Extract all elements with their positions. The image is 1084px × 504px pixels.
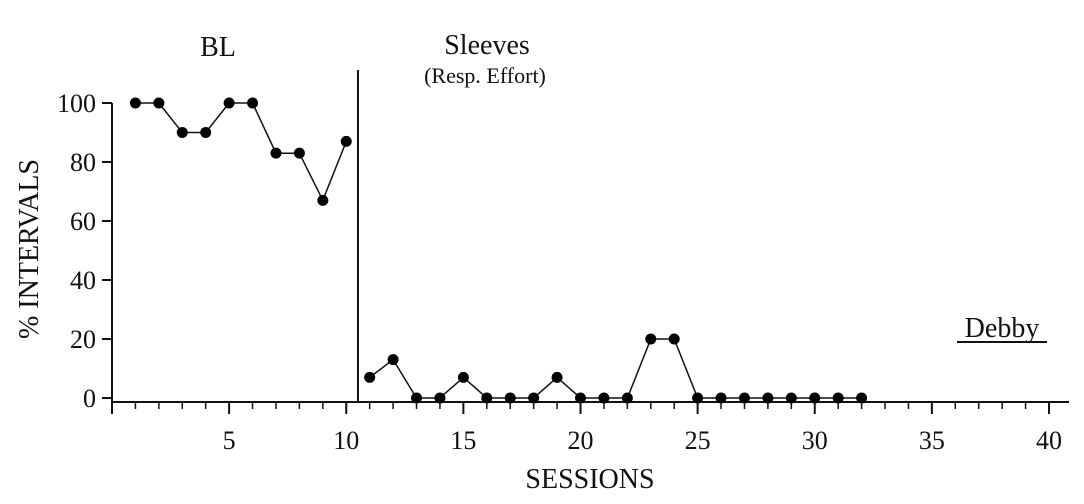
data-point-session-18	[528, 392, 540, 404]
x-tick-label-10: 10	[333, 426, 359, 455]
data-point-session-3	[176, 127, 188, 138]
data-point-session-30	[809, 392, 821, 404]
y-tick-label-40: 40	[70, 266, 96, 295]
data-points	[129, 97, 868, 404]
x-axis-label: SESSIONS	[525, 464, 654, 495]
y-axis-label: % INTERVALS	[14, 159, 45, 339]
x-tick-label-15: 15	[450, 426, 476, 455]
data-point-session-6	[247, 97, 259, 109]
y-tick-label-80: 80	[70, 148, 96, 177]
tick-labels: 0 20 40 60 80 100 5 10 15 20 25 30 35 40	[57, 89, 1062, 455]
data-point-session-13	[411, 392, 423, 404]
data-point-session-22	[621, 392, 633, 404]
data-point-session-20	[575, 392, 586, 404]
y-tick-label-20: 20	[70, 325, 96, 354]
data-point-session-32	[856, 392, 868, 404]
data-point-session-29	[785, 392, 797, 404]
data-point-session-14	[434, 392, 446, 404]
phase-label-sleeves: Sleeves	[444, 30, 530, 61]
series-line-bl	[135, 102, 347, 203]
data-point-session-12	[387, 354, 399, 366]
data-point-session-8	[293, 147, 305, 159]
data-point-session-23	[645, 333, 657, 345]
x-tick-label-20: 20	[568, 426, 594, 455]
data-point-session-1	[129, 97, 141, 109]
data-point-session-10	[340, 135, 352, 147]
data-point-session-2	[153, 97, 165, 109]
axes	[111, 103, 1069, 403]
phase-sublabel-sleeves: (Resp. Effort)	[424, 63, 546, 88]
data-point-session-31	[832, 392, 844, 404]
y-tick-label-0: 0	[83, 384, 96, 413]
series-lines	[135, 102, 862, 399]
x-tick-label-30: 30	[802, 426, 828, 455]
data-point-session-7	[270, 147, 282, 159]
data-point-session-24	[668, 333, 680, 345]
data-point-session-11	[364, 371, 376, 383]
data-point-session-15	[457, 371, 469, 383]
x-tick-label-35: 35	[919, 426, 945, 455]
participant-label: Debby	[965, 313, 1040, 344]
data-point-session-19	[551, 371, 563, 383]
data-point-session-21	[598, 392, 610, 404]
data-point-session-4	[200, 127, 212, 138]
data-point-session-5	[223, 97, 235, 109]
data-point-session-26	[715, 392, 727, 404]
x-tick-label-5: 5	[223, 426, 236, 455]
data-point-session-9	[317, 194, 329, 206]
data-point-session-25	[692, 392, 704, 404]
x-tick-label-25: 25	[685, 426, 711, 455]
data-point-session-17	[504, 392, 516, 404]
y-tick-label-100: 100	[57, 89, 96, 118]
x-tick-label-40: 40	[1036, 426, 1062, 455]
data-point-session-27	[738, 392, 750, 404]
series-line-sleeves	[369, 338, 862, 399]
data-point-session-16	[481, 392, 493, 404]
phase-label-baseline: BL	[200, 32, 236, 63]
y-tick-label-60: 60	[70, 207, 96, 236]
tick-marks	[102, 102, 1050, 414]
data-point-session-28	[762, 392, 774, 404]
